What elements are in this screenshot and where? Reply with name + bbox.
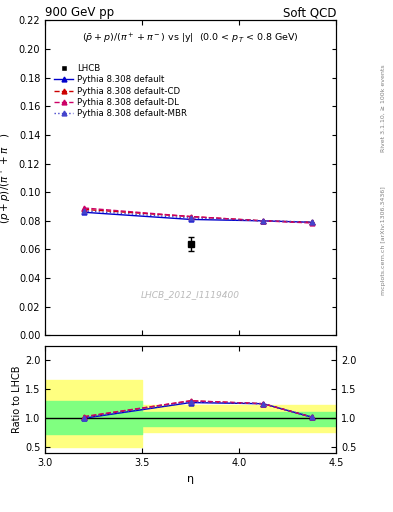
Legend: LHCB, Pythia 8.308 default, Pythia 8.308 default-CD, Pythia 8.308 default-DL, Py: LHCB, Pythia 8.308 default, Pythia 8.308… (52, 62, 189, 120)
Text: $(\bar{p}+p)/(\pi^++\pi^-)$ vs |y|  (0.0 < $p_T$ < 0.8 GeV): $(\bar{p}+p)/(\pi^++\pi^-)$ vs |y| (0.0 … (82, 32, 299, 46)
Text: Rivet 3.1.10, ≥ 100k events: Rivet 3.1.10, ≥ 100k events (381, 65, 386, 153)
Y-axis label: Ratio to LHCB: Ratio to LHCB (12, 366, 22, 433)
Text: 900 GeV pp: 900 GeV pp (45, 6, 114, 19)
Text: mcplots.cern.ch [arXiv:1306.3436]: mcplots.cern.ch [arXiv:1306.3436] (381, 186, 386, 295)
X-axis label: η: η (187, 474, 194, 483)
Text: Soft QCD: Soft QCD (283, 6, 336, 19)
Y-axis label: $(p+\bar{p})/(\pi^+ + \pi^-)$: $(p+\bar{p})/(\pi^+ + \pi^-)$ (0, 132, 13, 224)
Text: LHCB_2012_I1119400: LHCB_2012_I1119400 (141, 290, 240, 299)
